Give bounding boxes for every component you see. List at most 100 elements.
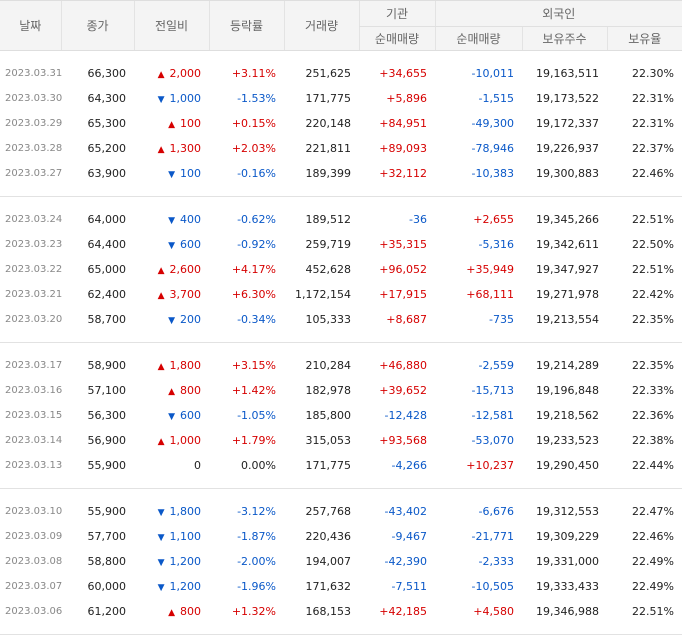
change-value: 2,000 xyxy=(169,67,202,80)
cell-rate: -1.05% xyxy=(237,409,276,422)
cell-close: 58,800 xyxy=(87,555,127,568)
up-arrow-icon: ▲ xyxy=(157,145,165,155)
change-value: 2,600 xyxy=(169,263,202,276)
change-value: 1,200 xyxy=(169,580,202,593)
cell-date: 2023.03.06 xyxy=(5,606,63,617)
cell-rate: -0.16% xyxy=(237,167,276,180)
cell-foreign-ratio: 22.49% xyxy=(632,555,674,568)
cell-date: 2023.03.23 xyxy=(5,239,63,250)
cell-foreign-net: -21,771 xyxy=(471,530,514,543)
change-value: 800 xyxy=(180,384,201,397)
cell-date: 2023.03.14 xyxy=(5,435,63,446)
cell-volume: 189,512 xyxy=(305,213,352,226)
table-row: 2023.03.15 56,300 ▼ 600 -1.05% 185,800 -12,428… xyxy=(0,403,682,428)
change-value: 1,800 xyxy=(169,359,202,372)
cell-foreign-ratio: 22.33% xyxy=(632,384,674,397)
up-arrow-icon: ▲ xyxy=(157,437,165,447)
cell-inst-net: +39,652 xyxy=(379,384,427,397)
cell-close: 64,400 xyxy=(87,238,127,251)
cell-volume: 194,007 xyxy=(305,555,352,568)
table-row: 2023.03.13 55,900 0 0.00% 171,775 -4,266 +10,2… xyxy=(0,453,682,478)
cell-date: 2023.03.16 xyxy=(5,385,63,396)
cell-foreign-ratio: 22.51% xyxy=(632,263,674,276)
change-value: 100 xyxy=(180,117,201,130)
header-volume: 거래량 xyxy=(283,0,359,51)
up-arrow-icon: ▲ xyxy=(157,266,165,276)
cell-close: 65,200 xyxy=(87,142,127,155)
cell-close: 57,700 xyxy=(87,530,127,543)
cell-inst-net: -4,266 xyxy=(391,459,427,472)
cell-foreign-hold: 19,331,000 xyxy=(536,555,599,568)
cell-date: 2023.03.29 xyxy=(5,118,63,129)
cell-date: 2023.03.28 xyxy=(5,143,63,154)
cell-change: ▼ 1,000 xyxy=(134,86,209,111)
cell-close: 58,900 xyxy=(87,359,127,372)
cell-foreign-hold: 19,346,988 xyxy=(536,605,599,618)
cell-change: ▼ 400 xyxy=(134,207,209,232)
table-row: 2023.03.30 64,300 ▼ 1,000 -1.53% 171,775 +5,89… xyxy=(0,86,682,111)
header-rate: 등락률 xyxy=(208,0,284,51)
cell-volume: 182,978 xyxy=(305,384,352,397)
table-row: 2023.03.08 58,800 ▼ 1,200 -2.00% 194,007 -42,3… xyxy=(0,549,682,574)
cell-change: ▲ 800 xyxy=(134,378,209,403)
change-value: 1,000 xyxy=(169,434,202,447)
cell-date: 2023.03.09 xyxy=(5,531,63,542)
cell-foreign-hold: 19,309,229 xyxy=(536,530,599,543)
cell-foreign-ratio: 22.38% xyxy=(632,434,674,447)
cell-rate: -1.87% xyxy=(237,530,276,543)
up-arrow-icon: ▲ xyxy=(157,362,165,372)
cell-foreign-hold: 19,196,848 xyxy=(536,384,599,397)
up-arrow-icon: ▲ xyxy=(157,291,165,301)
cell-date: 2023.03.24 xyxy=(5,214,63,225)
cell-inst-net: +42,185 xyxy=(379,605,427,618)
change-value: 600 xyxy=(180,238,201,251)
cell-foreign-hold: 19,218,562 xyxy=(536,409,599,422)
cell-date: 2023.03.27 xyxy=(5,168,63,179)
header-foreign: 외국인 xyxy=(434,0,682,27)
down-arrow-icon: ▼ xyxy=(168,316,175,326)
cell-volume: 168,153 xyxy=(305,605,352,618)
table-row: 2023.03.21 62,400 ▲ 3,700 +6.30% 1,172,154 +17… xyxy=(0,282,682,307)
table-row: 2023.03.09 57,700 ▼ 1,100 -1.87% 220,436 -9,46… xyxy=(0,524,682,549)
cell-inst-net: -36 xyxy=(409,213,427,226)
cell-rate: +1.42% xyxy=(231,384,276,397)
cell-volume: 185,800 xyxy=(305,409,352,422)
cell-inst-net: +17,915 xyxy=(379,288,427,301)
table-row: 2023.03.06 61,200 ▲ 800 +1.32% 168,153 +42,185… xyxy=(0,599,682,624)
cell-foreign-hold: 19,345,266 xyxy=(536,213,599,226)
cell-foreign-net: +68,111 xyxy=(466,288,514,301)
cell-change: ▲ 1,300 xyxy=(134,136,209,161)
cell-close: 64,300 xyxy=(87,92,127,105)
cell-change: ▲ 800 xyxy=(134,599,209,624)
cell-foreign-hold: 19,347,927 xyxy=(536,263,599,276)
cell-foreign-net: -10,383 xyxy=(471,167,514,180)
cell-foreign-net: +2,655 xyxy=(473,213,514,226)
group-divider xyxy=(0,332,682,343)
down-arrow-icon: ▼ xyxy=(168,412,175,422)
cell-close: 62,400 xyxy=(87,288,127,301)
table-row: 2023.03.23 64,400 ▼ 600 -0.92% 259,719 +35,315… xyxy=(0,232,682,257)
group-divider xyxy=(0,478,682,489)
cell-volume: 189,399 xyxy=(305,167,352,180)
cell-change: ▼ 600 xyxy=(134,232,209,257)
table-row: 2023.03.14 56,900 ▲ 1,000 +1.79% 315,053 +93,5… xyxy=(0,428,682,453)
down-arrow-icon: ▼ xyxy=(157,558,165,568)
cell-close: 63,900 xyxy=(87,167,127,180)
cell-change: 0 xyxy=(134,453,209,478)
cell-foreign-net: -15,713 xyxy=(471,384,514,397)
cell-foreign-net: -2,333 xyxy=(478,555,514,568)
cell-change: ▼ 100 xyxy=(134,161,209,186)
cell-rate: -0.34% xyxy=(237,313,276,326)
table-row: 2023.03.28 65,200 ▲ 1,300 +2.03% 221,811 +89,0… xyxy=(0,136,682,161)
group-spacer xyxy=(0,343,682,354)
cell-foreign-ratio: 22.50% xyxy=(632,238,674,251)
change-value: 1,000 xyxy=(169,92,202,105)
table-row: 2023.03.20 58,700 ▼ 200 -0.34% 105,333 +8,687 -… xyxy=(0,307,682,332)
header-change: 전일비 xyxy=(133,0,209,51)
cell-rate: +6.30% xyxy=(231,288,276,301)
cell-close: 66,300 xyxy=(87,67,127,80)
cell-rate: -3.12% xyxy=(237,505,276,518)
table-row: 2023.03.17 58,900 ▲ 1,800 +3.15% 210,284 +46,8… xyxy=(0,353,682,378)
down-arrow-icon: ▼ xyxy=(157,583,165,593)
